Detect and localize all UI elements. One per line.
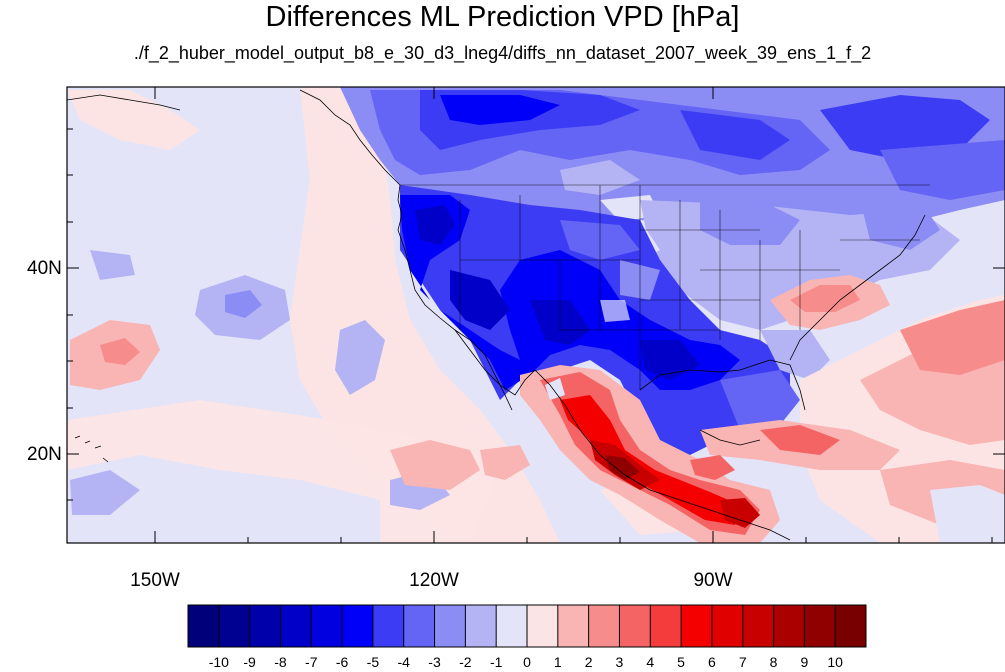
colorbar-tick-label: 4: [646, 654, 655, 670]
colorbar-swatch: [804, 605, 836, 647]
colorbar-tick-label: -10: [208, 654, 229, 670]
lon-label-90w: 90W: [693, 570, 733, 591]
colorbar-tick-label: -6: [335, 654, 349, 670]
colorbar-swatch: [311, 605, 343, 647]
colorbar-swatch: [742, 605, 775, 647]
colorbar-tick-label: -1: [489, 654, 503, 670]
colorbar-swatch: [249, 605, 281, 647]
colorbar-swatch: [650, 605, 682, 647]
colorbar-swatch: [496, 605, 528, 647]
colorbar-swatch: [188, 605, 220, 647]
colorbar-swatch: [711, 605, 744, 647]
colorbar-swatch: [619, 605, 651, 647]
colorbar-tick-label: -9: [243, 654, 256, 670]
colorbar-swatch: [773, 605, 805, 647]
lon-label-150w: 150W: [130, 570, 180, 591]
coastlines: [67, 89, 926, 541]
colorbar-tick-label: 8: [769, 654, 778, 670]
colorbar-tick-label: 1: [553, 654, 562, 670]
colorbar-swatch: [835, 605, 867, 647]
map-title: Differences ML Prediction VPD [hPa]: [265, 1, 740, 33]
axis-ticks: [67, 87, 1005, 543]
colorbar-tick-label: 7: [738, 654, 747, 670]
lon-label-120w: 120W: [409, 570, 459, 591]
colorbar-tick-label: -3: [428, 654, 441, 670]
colorbar-swatch: [527, 605, 559, 647]
colorbar-swatch: [342, 605, 374, 647]
colorbar-swatch: [681, 605, 713, 647]
colorbar-swatch: [557, 605, 590, 647]
colorbar-swatch: [465, 605, 497, 647]
colorbar-tick-label: -4: [397, 654, 410, 670]
colorbar-tick-label: 6: [708, 654, 716, 670]
colorbar-tick-label: 3: [615, 654, 624, 670]
colorbar-swatch: [588, 605, 620, 647]
colorbar-frame: [187, 604, 867, 648]
lat-label-40n: 40N: [27, 258, 62, 279]
colorbar-tick-label: -7: [305, 654, 318, 670]
lat-label-20n: 20N: [27, 444, 62, 465]
colorbar-tick-label: -5: [366, 654, 380, 670]
map-subtitle: ./f_2_huber_model_output_b8_e_30_d3_lneg…: [133, 43, 872, 63]
colorbar-swatch: [372, 605, 405, 647]
colorbar-swatch: [218, 605, 251, 647]
colorbar-tick-label: -2: [459, 654, 472, 670]
state-borders: [400, 184, 930, 390]
colorbar-swatch: [403, 605, 436, 647]
colorbar-swatch: [280, 605, 312, 647]
colorbar-tick-label: 5: [677, 654, 685, 670]
colorbar-swatch: [434, 605, 466, 647]
colorbar-tick-label: 9: [800, 654, 809, 670]
colorbar-tick-label: 2: [584, 654, 593, 670]
colorbar-tick-label: 10: [827, 654, 843, 670]
colorbar-tick-label: -8: [274, 654, 287, 670]
colorbar-tick-label: 0: [523, 654, 531, 670]
